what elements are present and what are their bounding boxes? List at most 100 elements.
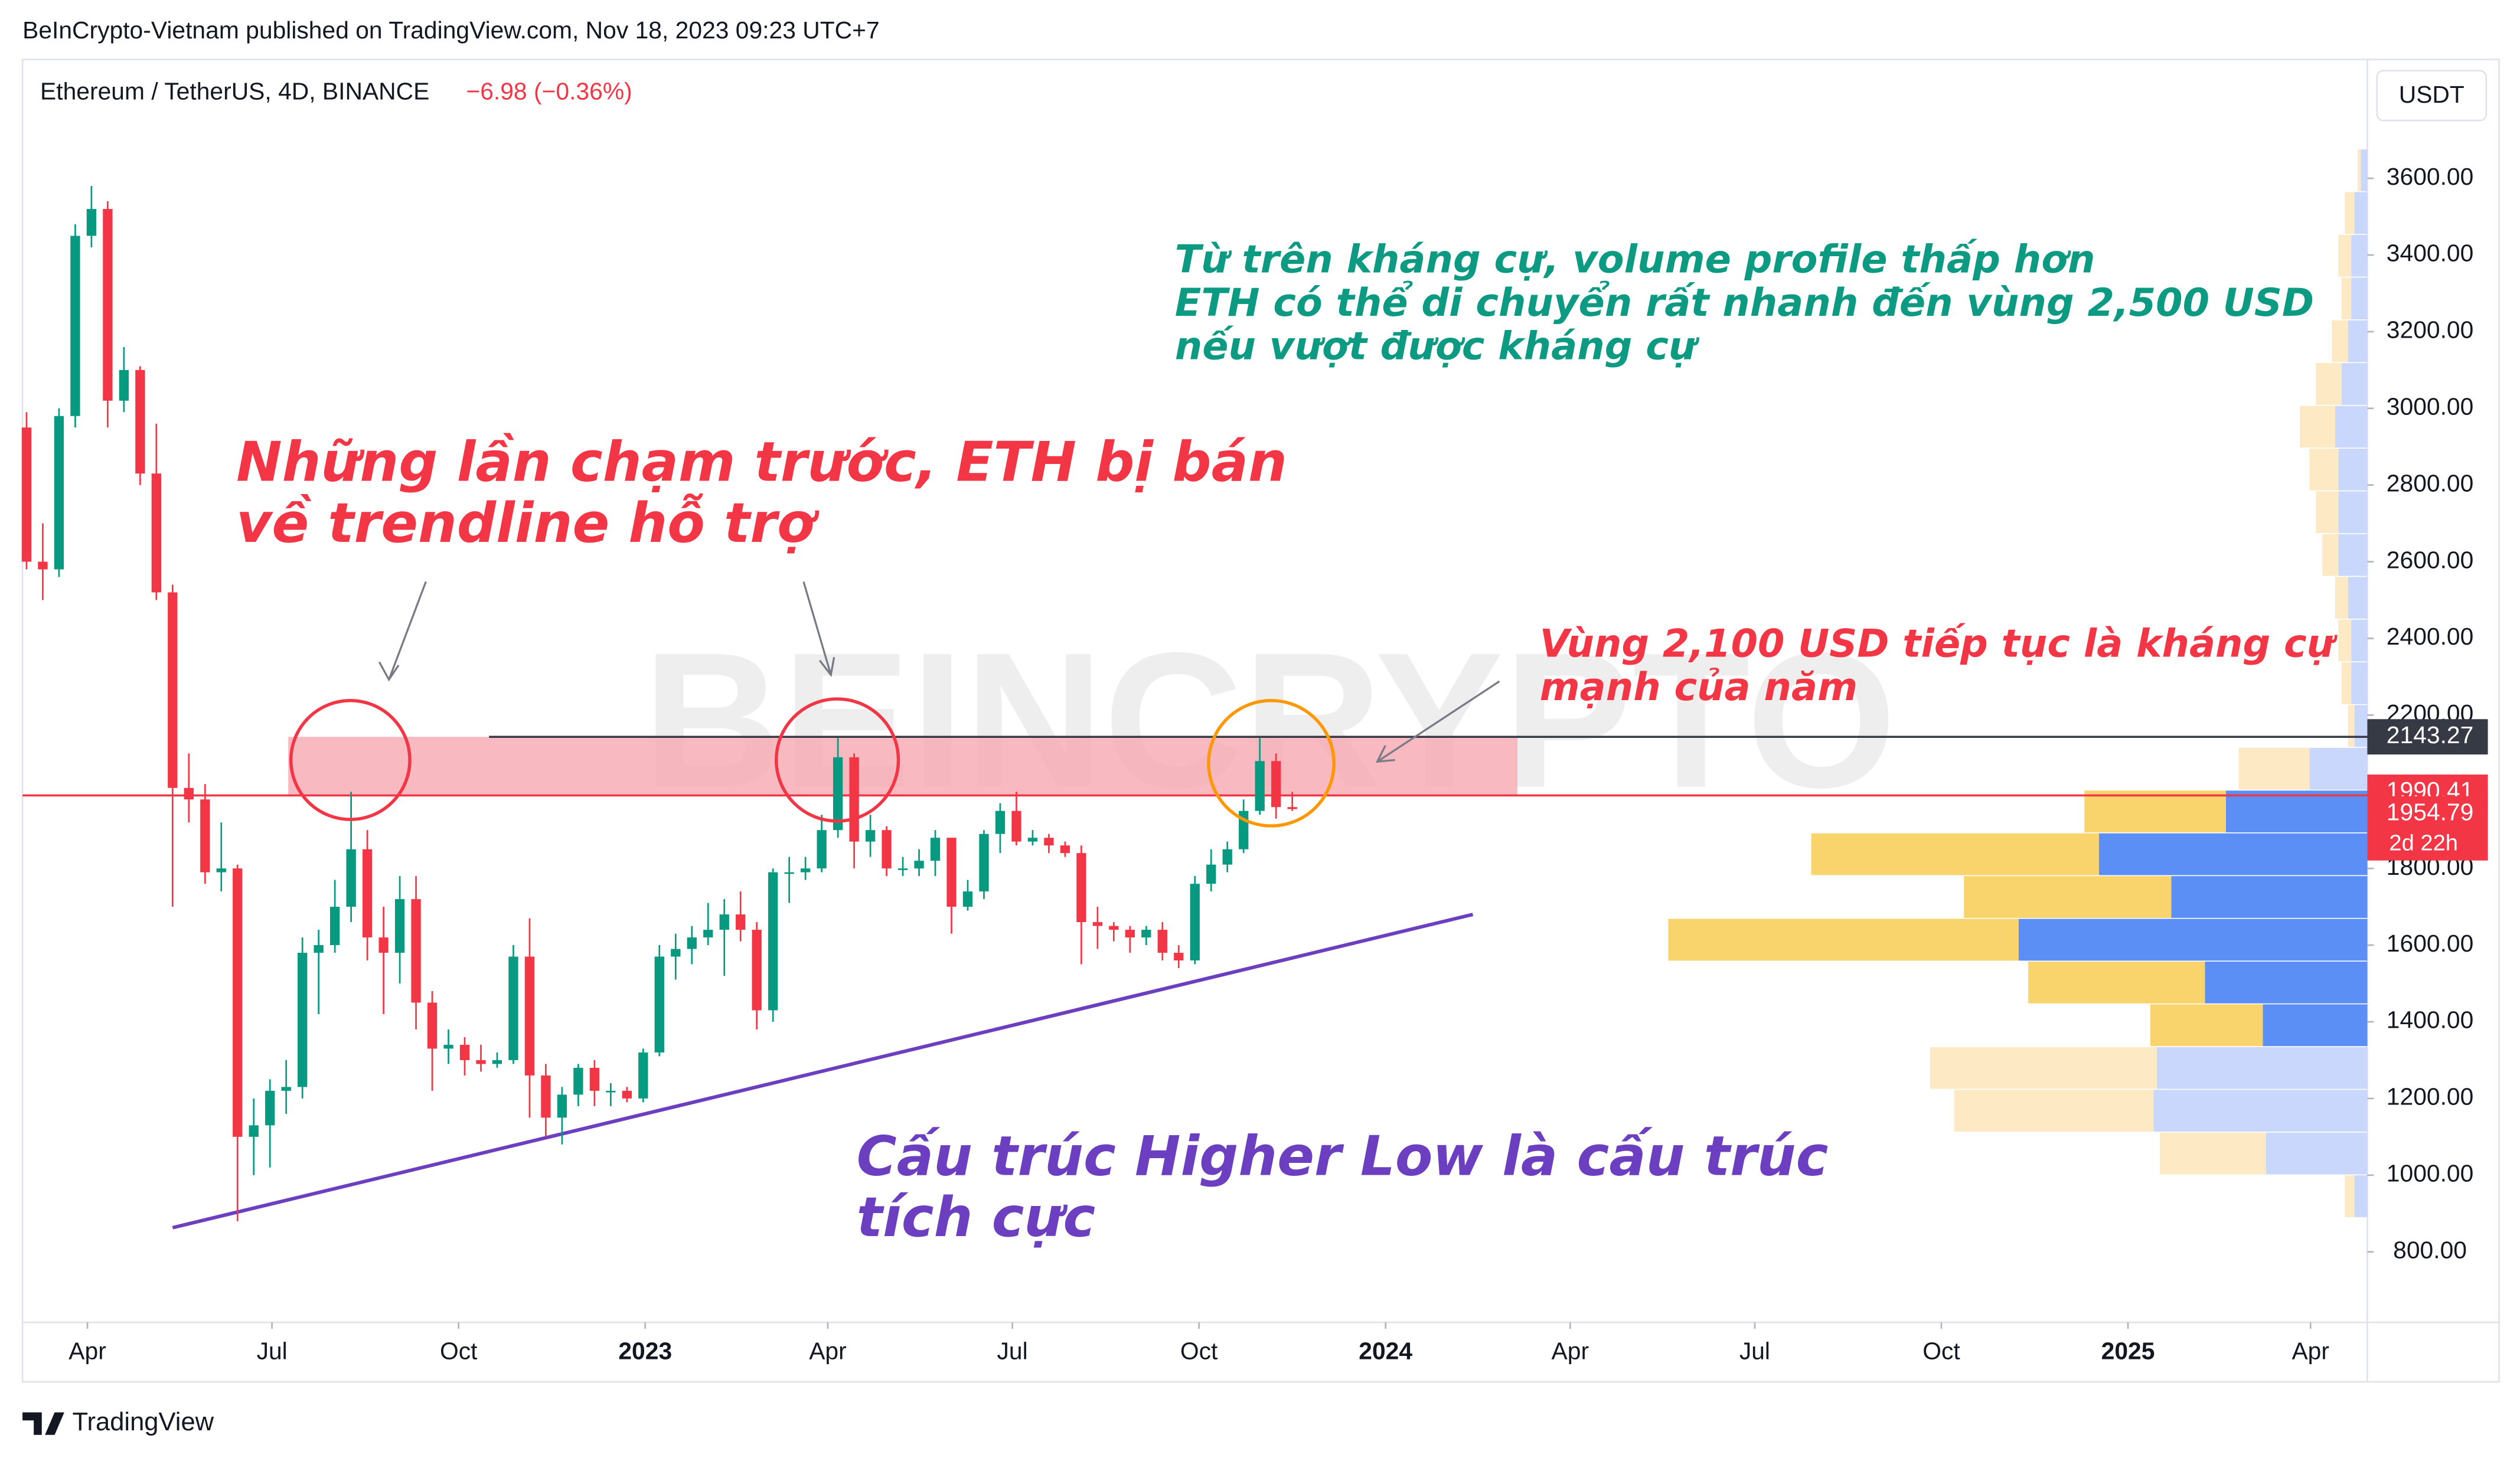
candle-body	[1157, 930, 1167, 953]
volume-up	[2028, 961, 2205, 1004]
volume-down	[2354, 705, 2368, 747]
arrow	[378, 581, 427, 682]
candle-body	[979, 834, 989, 892]
volume-down	[2351, 234, 2368, 277]
candle-body	[233, 868, 243, 1137]
candle-body	[817, 830, 827, 869]
y-tick-label: 3600.00	[2387, 163, 2474, 190]
volume-up	[2316, 491, 2339, 534]
volume-up	[2341, 277, 2352, 320]
candle-body	[962, 891, 973, 907]
volume-up	[2341, 662, 2352, 704]
volume-up	[2345, 1175, 2355, 1217]
candle-body	[1044, 838, 1054, 846]
volume-up	[2150, 1004, 2263, 1047]
volume-down	[2263, 1004, 2368, 1047]
candle-body	[882, 830, 892, 869]
volume-down	[2338, 448, 2368, 491]
volume-down	[2338, 491, 2368, 534]
y-tick-label: 800.00	[2393, 1236, 2467, 1263]
candle-body	[897, 868, 908, 870]
candle-body	[1271, 761, 1281, 808]
candle-body	[946, 838, 957, 907]
arrows	[378, 581, 1500, 763]
volume-up	[2300, 406, 2335, 448]
candle-body	[1125, 930, 1135, 938]
volume-up	[1954, 1090, 2154, 1132]
annotation: mạnh của năm	[1540, 665, 1858, 710]
currency: USDT	[2399, 81, 2464, 108]
volume-down	[2205, 961, 2368, 1004]
candle-body	[216, 868, 226, 872]
candle-body	[573, 1067, 583, 1095]
y-tick-label: 1200.00	[2387, 1083, 2474, 1110]
y-tick-label: 3000.00	[2387, 393, 2474, 420]
candle-body	[833, 757, 843, 831]
candle-body	[168, 592, 178, 788]
candle-body	[1092, 922, 1103, 926]
volume-down	[2341, 363, 2368, 405]
y-tick-label: 2800.00	[2387, 469, 2474, 496]
volume-up	[2332, 320, 2348, 362]
candle-body	[557, 1094, 567, 1118]
volume-down	[2225, 790, 2368, 833]
volume-up	[2338, 619, 2352, 662]
candle-body	[329, 907, 340, 946]
candle-body	[394, 899, 405, 953]
y-tick-label: 1400.00	[2387, 1006, 2474, 1034]
countdown: 2d 22h	[2389, 831, 2458, 856]
x-tick-label: Oct	[1180, 1338, 1218, 1365]
volume-up	[2084, 790, 2226, 833]
currency-button[interactable]	[2376, 70, 2488, 122]
volume-down	[2018, 919, 2368, 961]
y-tick-label: 2400.00	[2387, 623, 2474, 650]
candle-body	[298, 953, 308, 1087]
trendline	[172, 913, 1474, 1230]
volume-down	[2335, 406, 2368, 448]
logo-icon	[22, 1412, 64, 1435]
volume-up	[1930, 1047, 2157, 1089]
candle-body	[265, 1090, 275, 1126]
annotation: tích cực	[857, 1185, 1095, 1249]
candle-body	[1287, 807, 1297, 809]
footer-text: TradingView	[72, 1408, 214, 1436]
candle-body	[346, 849, 356, 907]
x-tick-label: 2023	[618, 1338, 672, 1365]
candle-body	[736, 914, 746, 930]
candle-body	[752, 930, 762, 1011]
touch-circle	[289, 699, 412, 821]
annotation: Từ trên kháng cự, volume profile thấp hơ…	[1175, 237, 2095, 282]
candle-body	[1222, 849, 1232, 865]
volume-down	[2338, 534, 2368, 576]
volume-up	[2309, 448, 2339, 491]
plot: BEINCRYPTO800.001000.001200.001400.00160…	[21, 149, 2488, 1365]
candle-body	[622, 1090, 632, 1099]
candle-body	[378, 937, 389, 953]
x-tick-label: Oct	[440, 1338, 478, 1365]
last-price-box	[2367, 796, 2488, 861]
volume-down	[2351, 277, 2368, 320]
price-change: −6.98 (−0.36%)	[466, 78, 632, 105]
volume-up	[2345, 192, 2355, 234]
candle-body	[671, 949, 681, 957]
candle-body	[184, 787, 194, 800]
volume-up	[2335, 577, 2348, 619]
x-tick-label: Oct	[1922, 1338, 1960, 1365]
annotation: ETH có thể di chuyển rất nhanh đến vùng …	[1175, 280, 2314, 325]
candle-body	[784, 872, 794, 874]
candle-body	[119, 370, 129, 401]
footer-logo: TradingView	[22, 1408, 214, 1436]
volume-up	[1811, 833, 2099, 875]
annotation: nếu vượt được kháng cự	[1175, 324, 1699, 369]
candle-body	[70, 236, 80, 416]
x-tick-label: Apr	[68, 1338, 106, 1365]
last-price: 1954.79	[2387, 799, 2474, 826]
candle-body	[995, 810, 1006, 834]
level-label: 2143.27	[2387, 721, 2474, 749]
candle-body	[86, 209, 97, 236]
volume-up	[2160, 1132, 2266, 1175]
annotation: Cấu trúc Higher Low là cấu trúc	[857, 1125, 1829, 1188]
annotation: về trendline hỗ trợ	[236, 491, 820, 555]
x-tick-label: Apr	[809, 1338, 847, 1365]
candle-body	[1011, 810, 1021, 842]
